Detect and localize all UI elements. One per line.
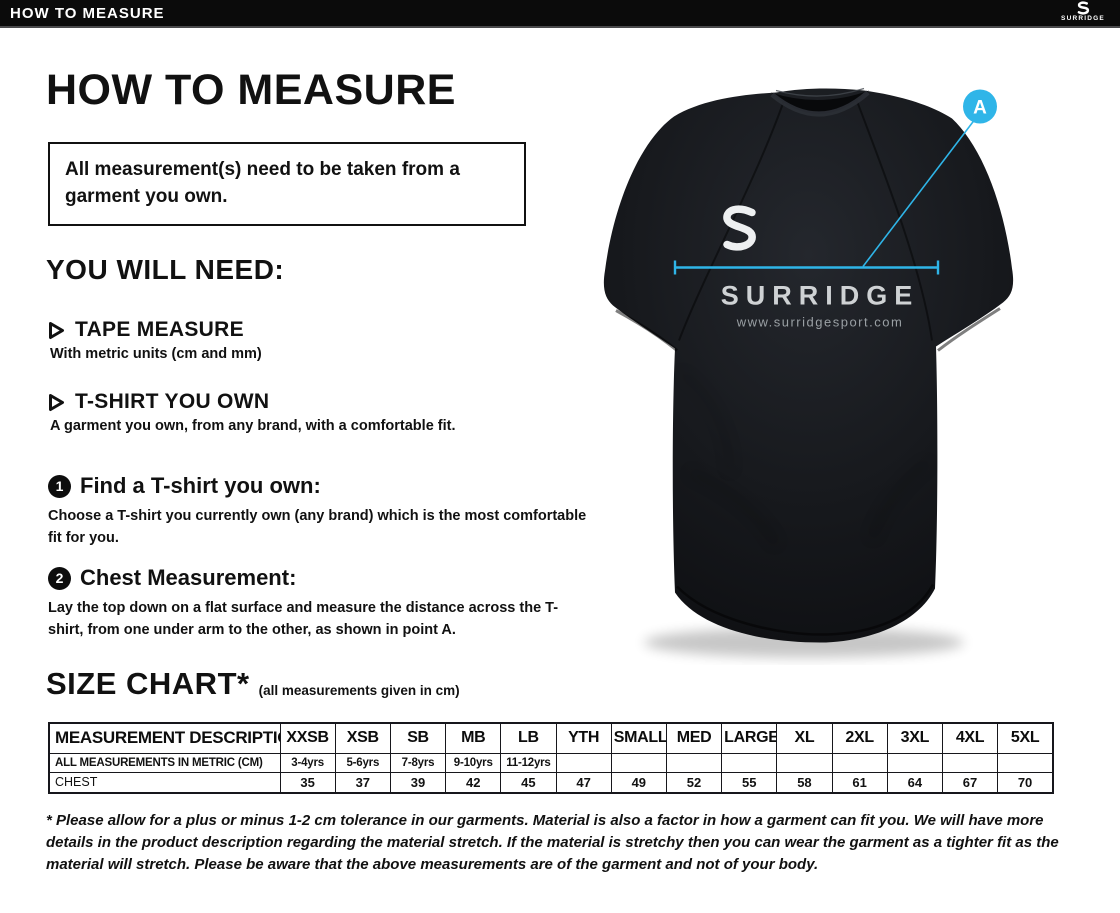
shirt-website-text: www.surridgesport.com bbox=[736, 315, 904, 330]
size-chart-header-row: MEASUREMENT DESCRIPTION XXSB XSB SB MB LB YTH S… bbox=[48, 722, 1054, 754]
size-chart-cell: 52 bbox=[665, 771, 723, 794]
step-description: Lay the top down on a flat surface and m… bbox=[48, 600, 559, 638]
size-chart-table: MEASUREMENT DESCRIPTION XXSB XSB SB MB LB YTH S… bbox=[48, 722, 1054, 794]
shirt-brand-text: SURRIDGE bbox=[721, 281, 920, 311]
size-chart-title: SIZE CHART* bbox=[46, 666, 250, 701]
size-chart-cell bbox=[721, 752, 778, 773]
hem-seam bbox=[676, 583, 935, 636]
size-chart-header-size: 4XL bbox=[941, 722, 999, 754]
size-chart-header-size: XL bbox=[776, 722, 833, 754]
size-chart-cell: 9-10yrs bbox=[445, 752, 502, 773]
need-item-description: With metric units (cm and mm) bbox=[50, 346, 262, 362]
you-will-need-heading: YOU WILL NEED: bbox=[46, 254, 285, 285]
size-chart-note: (all measurements given in cm) bbox=[258, 683, 460, 698]
triangle-bullet-icon bbox=[48, 393, 65, 412]
size-chart: MEASUREMENT DESCRIPTION XXSB XSB SB MB LB YTH S… bbox=[48, 722, 1054, 794]
brand-logo-text: SURRIDGE bbox=[1061, 15, 1105, 22]
size-chart-cell: 47 bbox=[555, 771, 612, 794]
size-chart-cell bbox=[886, 752, 943, 773]
size-chart-cell: ALL MEASUREMENTS IN METRIC (CM) bbox=[48, 752, 281, 773]
size-chart-cell bbox=[776, 752, 833, 773]
size-chart-header-size: 3XL bbox=[886, 722, 943, 754]
size-chart-cell: 61 bbox=[831, 771, 888, 794]
need-item-tshirt: T-SHIRT YOU OWN A garment you own, from … bbox=[48, 390, 456, 434]
brand-logo: SURRIDGE bbox=[1056, 1, 1110, 22]
size-chart-header-size: 5XL bbox=[997, 722, 1054, 754]
triangle-bullet-icon bbox=[48, 321, 65, 340]
size-chart-header-size: XXSB bbox=[279, 722, 336, 754]
size-chart-cell: 70 bbox=[997, 771, 1054, 794]
size-chart-heading-row: SIZE CHART* (all measurements given in c… bbox=[46, 666, 460, 702]
size-chart-cell bbox=[831, 752, 888, 773]
size-chart-cell: 3-4yrs bbox=[279, 752, 336, 773]
size-chart-cell bbox=[665, 752, 723, 773]
tshirt-figure: SURRIDGE www.surridgesport.com A bbox=[580, 40, 1040, 665]
point-a-label: A bbox=[973, 98, 987, 119]
need-item-tape-measure: TAPE MEASURE With metric units (cm and m… bbox=[48, 318, 262, 362]
cuff-seam bbox=[615, 309, 678, 352]
step-chest-measurement: 2 Chest Measurement: Lay the top down on… bbox=[48, 565, 593, 642]
size-chart-cell: 11-12yrs bbox=[500, 752, 557, 773]
raglan-seam bbox=[855, 98, 933, 341]
need-item-title: T-SHIRT YOU OWN bbox=[75, 390, 270, 413]
point-a-marker: A bbox=[963, 89, 997, 124]
size-chart-cell bbox=[941, 752, 999, 773]
size-chart-cell: 7-8yrs bbox=[389, 752, 447, 773]
page-title: HOW TO MEASURE bbox=[46, 66, 456, 114]
shirt-collar-band bbox=[770, 90, 870, 117]
step-number-badge: 1 bbox=[48, 474, 71, 498]
topbar: HOW TO MEASURE SURRIDGE bbox=[0, 0, 1120, 28]
step-title: Chest Measurement: bbox=[80, 565, 297, 590]
step-description: Choose a T-shirt you currently own (any … bbox=[48, 508, 587, 546]
size-chart-cell: 67 bbox=[941, 771, 999, 794]
size-chart-cell: 58 bbox=[776, 771, 833, 794]
need-item-description: A garment you own, from any brand, with … bbox=[50, 418, 456, 434]
size-chart-header-size: MED bbox=[665, 722, 723, 754]
size-chart-cell bbox=[555, 752, 612, 773]
size-chart-header-size: SB bbox=[389, 722, 447, 754]
size-chart-header-size: YTH bbox=[555, 722, 612, 754]
size-chart-row: ALL MEASUREMENTS IN METRIC (CM) 3-4yrs 5-6… bbox=[48, 752, 1054, 773]
size-chart-header-size: SMALL bbox=[610, 722, 667, 754]
size-chart-cell bbox=[610, 752, 667, 773]
size-chart-cell: 42 bbox=[445, 771, 502, 794]
cuff-seam bbox=[937, 307, 1001, 352]
size-chart-header-size: MB bbox=[445, 722, 502, 754]
size-chart-cell: 45 bbox=[500, 771, 557, 794]
size-chart-header-size: 2XL bbox=[831, 722, 888, 754]
size-chart-cell: 49 bbox=[610, 771, 667, 794]
notice-box: All measurement(s) need to be taken from… bbox=[48, 142, 526, 226]
size-chart-header-description: MEASUREMENT DESCRIPTION bbox=[48, 722, 281, 754]
step-title: Find a T-shirt you own: bbox=[80, 473, 321, 498]
size-chart-cell: 64 bbox=[886, 771, 943, 794]
size-chart-cell bbox=[997, 752, 1054, 773]
chest-measurement-line bbox=[673, 120, 975, 275]
size-chart-cell: 55 bbox=[721, 771, 778, 794]
tolerance-footnote: * Please allow for a plus or minus 1-2 c… bbox=[46, 812, 1059, 873]
surridge-s-chest-logo bbox=[723, 205, 756, 251]
size-chart-header-size: LARGE bbox=[721, 722, 778, 754]
size-chart-row: CHEST 35 37 39 42 45 47 49 52 55 58 61 64 67 70 bbox=[48, 771, 1054, 794]
size-chart-cell: 35 bbox=[279, 771, 336, 794]
size-chart-cell: CHEST bbox=[48, 771, 281, 794]
topbar-title: HOW TO MEASURE bbox=[10, 4, 165, 22]
shirt-body bbox=[603, 88, 1014, 643]
surridge-s-icon bbox=[1077, 1, 1089, 15]
size-chart-cell: 5-6yrs bbox=[334, 752, 391, 773]
step-find-tshirt: 1 Find a T-shirt you own: Choose a T-shi… bbox=[48, 473, 593, 550]
size-chart-cell: 39 bbox=[389, 771, 447, 794]
shirt-shadow bbox=[644, 627, 964, 658]
size-chart-header-size: LB bbox=[500, 722, 557, 754]
size-chart-cell: 37 bbox=[334, 771, 391, 794]
notice-text: All measurement(s) need to be taken from… bbox=[65, 159, 460, 207]
size-chart-header-size: XSB bbox=[334, 722, 391, 754]
need-item-title: TAPE MEASURE bbox=[75, 318, 244, 341]
step-number-badge: 2 bbox=[48, 566, 71, 590]
tshirt-image: SURRIDGE www.surridgesport.com A bbox=[603, 87, 1014, 658]
